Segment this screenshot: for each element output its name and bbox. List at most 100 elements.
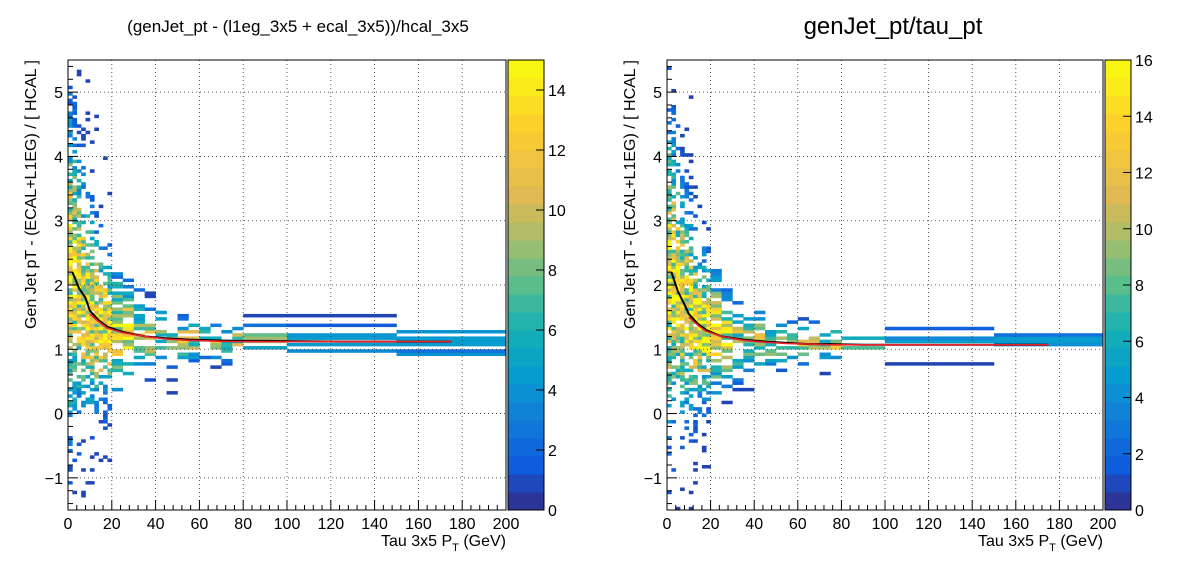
colorbar-tick-label: 0 [1135,503,1144,520]
heatmap-cell [684,352,690,357]
heatmap-cell [103,339,108,344]
heatmap-cell [76,297,82,302]
heatmap-cell [671,249,677,254]
heatmap-cell [721,346,733,350]
heatmap-cell [68,201,73,205]
heatmap-cell [671,88,677,93]
heatmap-cell [81,297,86,302]
heatmap-cell [81,384,86,389]
heatmap-cell [684,339,690,344]
heatmap-cell [710,336,722,340]
heatmap-cell [680,362,685,366]
heatmap-cell [111,368,124,373]
colorbar-tick-label: 6 [1135,334,1144,351]
heatmap-cell [76,159,82,164]
heatmap-cell [697,407,703,411]
heatmap-cell [111,365,124,369]
heatmap-cell [721,326,733,331]
heatmap-cell [671,117,677,122]
heatmap-cell [122,371,134,376]
heatmap-cell [94,330,99,334]
heatmap-cell [81,246,86,250]
heatmap-cell [680,240,685,244]
heatmap-cell [693,333,698,337]
x-axis: 0 20 40 60 80 100 120 140 160 180 200 [663,500,1116,533]
heatmap-cell [797,352,809,357]
heatmap-cell [243,333,288,337]
heatmap-cell [89,368,95,373]
heatmap-cell [693,413,698,418]
heatmap-cell [675,339,681,344]
heatmap-cell [710,375,722,379]
heatmap-cell [103,307,108,312]
heatmap-cell [72,407,78,411]
heatmap-cell [76,124,82,128]
heatmap-cell [107,317,113,321]
heatmap-cell [81,127,86,132]
heatmap-cell [684,185,690,189]
heatmap-cell [68,281,73,286]
heatmap-cell [396,342,507,347]
heatmap-cell [76,169,82,173]
heatmap-cell [671,326,677,331]
heatmap-cell [81,391,86,395]
heatmap-cell [85,349,91,353]
heatmap-cell [76,278,82,283]
heatmap-cell [221,362,233,366]
heatmap-cell [697,326,703,331]
heatmap-cell [122,362,134,366]
heatmap-cell [72,143,78,148]
x-tick-label: 40 [147,516,165,533]
heatmap-cell [667,403,672,408]
heatmap-cell [177,317,189,321]
heatmap-cell [693,195,698,199]
heatmap-cell [68,207,73,212]
heatmap-cell [706,268,711,273]
heatmap-cell [68,211,73,215]
heatmap-cell [675,220,681,225]
heatmap-cell [688,375,694,379]
heatmap-cell [701,387,707,392]
heatmap-cell [701,352,707,357]
heatmap-cell [675,252,681,257]
heatmap-cell [754,323,766,328]
heatmap-cell [667,246,672,250]
heatmap-cell [706,358,711,363]
heatmap-cell [89,243,95,247]
heatmap-cell [684,281,690,286]
heatmap-cell [76,381,82,385]
heatmap-cell [76,246,82,250]
x-tick-label: 20 [103,516,121,533]
heatmap-cell [243,346,288,350]
x-axis-label-main: Tau 3x5 P [381,533,452,550]
heatmap-cell [667,291,672,295]
x-axis-label-main: Tau 3x5 P [978,533,1049,550]
heatmap-cell [701,275,707,279]
heatmap-cell [671,375,677,379]
heatmap-cell [68,114,73,119]
heatmap-cell [808,339,820,344]
heatmap-cell [743,336,755,340]
colorbar-segment [1105,348,1131,367]
heatmap-cell [85,375,91,379]
heatmap-cell [671,297,677,302]
colorbar-segment [1105,78,1131,97]
heatmap-cell [68,413,73,418]
colorbar-segment [508,150,544,169]
heatmap-cell [72,317,78,321]
heatmap-cell [68,313,73,318]
heatmap-cell [81,307,86,312]
y-tick-label: 5 [653,85,662,102]
heatmap-cell [85,365,91,369]
heatmap-cell [684,362,690,366]
colorbar-segment [1105,384,1131,403]
heatmap-cell [671,108,677,112]
heatmap-cell [122,346,134,350]
heatmap-cell [89,291,95,295]
heatmap-cell [786,320,799,324]
heatmap-cell [667,230,672,234]
heatmap-cell [667,240,672,244]
heatmap-cell [68,301,73,305]
colorbar-tick-label: 6 [548,323,557,340]
heatmap-cell [885,336,995,340]
